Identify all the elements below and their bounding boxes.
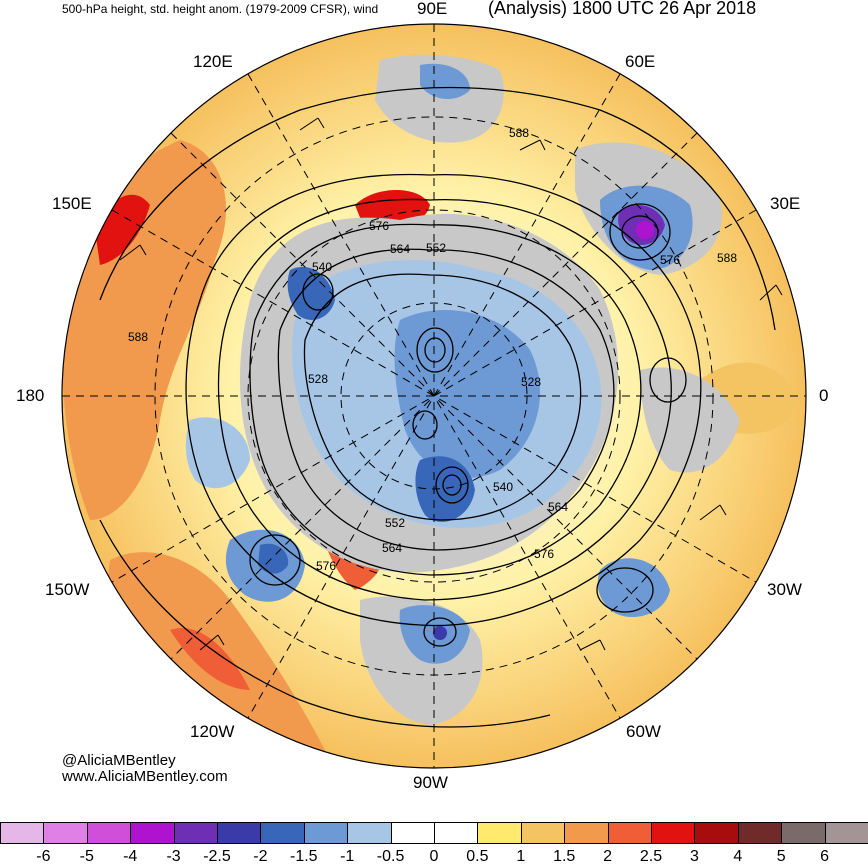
colorbar-swatch — [303, 822, 349, 844]
colorbar-swatch — [130, 822, 175, 844]
colorbar-swatch — [564, 822, 609, 844]
colorbar-tick: -1.5 — [290, 848, 318, 865]
colorbar-swatch — [737, 822, 783, 844]
colorbar-swatch — [43, 822, 88, 844]
colorbar-swatch — [520, 822, 566, 844]
contour-label: 540 — [493, 480, 513, 494]
cold-anomaly-pacific-core — [258, 543, 289, 574]
contour-label: 528 — [308, 372, 328, 386]
colorbar-tick: -2.5 — [203, 848, 231, 865]
contour-label: 576 — [660, 253, 680, 267]
near-normal-east — [640, 367, 740, 473]
colorbar-swatch — [217, 822, 262, 844]
lon-label-60w: 60W — [626, 722, 661, 741]
map-border — [61, 23, 807, 769]
contour-label: 540 — [312, 260, 332, 274]
height-contours — [99, 86, 776, 728]
colorbar-tick: 2.5 — [639, 848, 663, 865]
colorbar-swatch — [694, 822, 739, 844]
contour-label: 552 — [426, 241, 446, 255]
contour-label: 528 — [521, 375, 541, 389]
lon-label-30w: 30W — [767, 580, 802, 599]
cold-anomaly-north — [420, 63, 470, 100]
colorbar-tick: 0.5 — [466, 848, 489, 865]
colorbar-tick: -0.5 — [376, 848, 405, 865]
colorbar-tick: 3 — [689, 848, 699, 865]
colorbar-tick: 4 — [733, 848, 743, 865]
lon-label-60e: 60E — [625, 52, 656, 71]
contour-label: 588 — [128, 330, 148, 344]
colorbar-tick: 1.5 — [553, 848, 576, 865]
contour-label: 552 — [385, 516, 405, 530]
cold-anomaly-na-core — [433, 626, 447, 640]
contour-label: 576 — [534, 547, 554, 561]
colorbar-swatch — [0, 822, 45, 844]
contour-label: 588 — [509, 126, 529, 140]
credit-website: www.AliciaMBentley.com — [62, 768, 228, 785]
wind-barbs — [119, 117, 783, 651]
lon-label-30e: 30E — [770, 194, 801, 213]
polar-map: 576 564 552 540 588 528 528 540 564 576 … — [61, 23, 807, 769]
cold-anomaly-atlantic — [597, 558, 670, 618]
colorbar-tick: -1 — [340, 848, 355, 865]
lon-label-150e: 150E — [52, 194, 92, 213]
map-subtitle: 500-hPa height, std. height anom. (1979-… — [62, 2, 379, 16]
colorbar-swatch — [173, 822, 218, 844]
colorbar-tick: -3 — [166, 848, 181, 865]
graticule — [62, 24, 806, 768]
cold-anomaly-west — [185, 417, 250, 489]
colorbar-tick: -4 — [123, 848, 138, 865]
colorbar-swatch — [260, 822, 305, 844]
colorbar-swatch — [781, 822, 826, 844]
colorbar: -6 -5 -4 -3 -2.5 -2 -1.5 -1 -0.5 0 0.5 1 1.5 2 2.5 3 4 5 6 — [0, 822, 868, 865]
contour-label: 564 — [382, 541, 402, 555]
colorbar-swatch — [607, 822, 652, 844]
lon-label-120w: 120W — [190, 722, 235, 741]
colorbar-tick: 6 — [820, 848, 830, 865]
cold-anomaly-hudson — [415, 456, 475, 522]
lon-label-90w: 90W — [413, 773, 448, 792]
colorbar-tick: 2 — [603, 848, 613, 865]
credit-handle: @AliciaMBentley — [62, 752, 176, 769]
lon-label-150w: 150W — [45, 580, 90, 599]
near-normal-north — [375, 54, 504, 143]
colorbar-swatch — [434, 822, 479, 844]
contour-label: 564 — [390, 242, 410, 256]
colorbar-tick: 5 — [776, 848, 786, 865]
contour-labels: 576 564 552 540 588 528 528 540 564 576 … — [128, 126, 737, 573]
strong-warm-anomaly-south — [170, 628, 250, 690]
colorbar-tick: -5 — [79, 848, 94, 865]
colorbar-swatch — [347, 822, 392, 844]
colorbar-swatch — [824, 822, 868, 844]
colorbar-swatch — [390, 822, 435, 844]
colorbar-tick: -6 — [36, 848, 51, 865]
lon-label-180: 180 — [16, 386, 45, 405]
lon-label-120e: 120E — [193, 52, 233, 71]
colorbar-swatch — [86, 822, 132, 844]
colorbar-swatch — [477, 822, 522, 844]
lon-label-0: 0 — [819, 386, 829, 405]
lon-label-90e: 90E — [417, 0, 448, 18]
colorbar-tick: 1 — [516, 848, 526, 865]
contour-label: 564 — [548, 500, 568, 514]
colorbar-tick: -2 — [253, 848, 268, 865]
colorbar-swatch — [651, 822, 696, 844]
contour-label: 588 — [717, 251, 737, 265]
contour-label: 576 — [369, 219, 389, 233]
contour-label: 576 — [316, 559, 336, 573]
colorbar-tick: 0 — [429, 848, 439, 865]
cold-anomaly-europe-peak — [636, 221, 654, 239]
map-title: (Analysis) 1800 UTC 26 Apr 2018 — [488, 0, 757, 18]
